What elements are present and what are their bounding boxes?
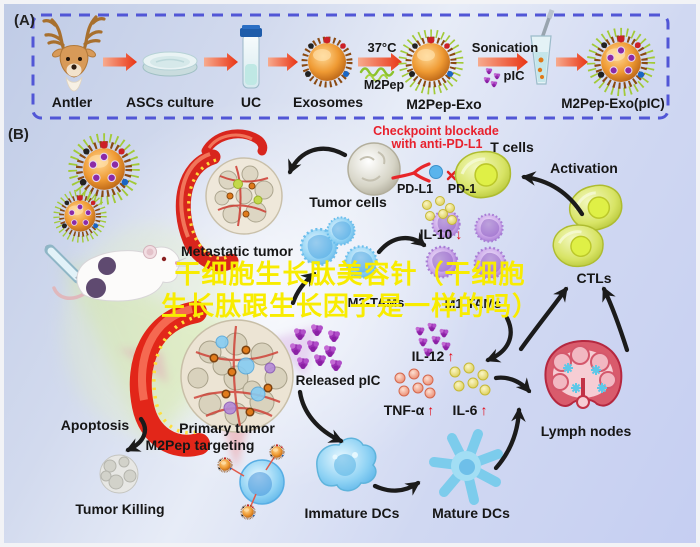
label-m2pep: M2Pep <box>363 78 405 92</box>
label-m2pep-exo-pic: M2Pep-Exo(pIC) <box>561 96 665 111</box>
label-m2pep-targeting: M2Pep targeting <box>145 437 255 453</box>
mature-dc <box>429 429 503 505</box>
label-checkpoint-blockade: Checkpoint blockade <box>373 124 499 138</box>
label-m2pep-exo: M2Pep-Exo <box>406 96 482 112</box>
label-immature-dcs: Immature DCs <box>304 505 400 521</box>
il6-dots <box>449 362 491 396</box>
tumor-cells-illustration <box>347 142 401 196</box>
flow-arrow <box>268 53 298 71</box>
label-m2-tams: M2-TAMs <box>347 295 405 310</box>
immature-dc <box>316 437 377 492</box>
label-activation: Activation <box>550 160 618 176</box>
tnf-dots <box>394 368 436 399</box>
label-il12: IL-12 ↑ <box>411 348 455 364</box>
flow-arrow <box>204 53 238 71</box>
anti-pd-l1-antibody-icon <box>391 162 431 183</box>
exosome-particle <box>73 138 136 201</box>
label-sonication: Sonication <box>471 40 539 55</box>
label-ctls: CTLs <box>576 270 612 286</box>
primary-tumor-illustration <box>129 301 294 457</box>
label-ascs-culture: ASCs culture <box>126 94 214 110</box>
flow-arrow <box>478 53 528 71</box>
label-exosomes: Exosomes <box>292 94 364 110</box>
petri-dish-icon <box>142 51 198 77</box>
mouse <box>52 245 187 302</box>
label-with-anti-pdl1: with anti-PD-L1 <box>391 137 483 151</box>
label-pic: pIC <box>503 68 525 83</box>
il12-up-arrow-icon: ↑ <box>447 348 455 364</box>
label-pd-l1: PD-L1 <box>396 182 434 196</box>
tnf-up-arrow-icon: ↑ <box>427 402 435 418</box>
apoptotic-cell <box>99 454 139 494</box>
uc-tube-icon <box>240 25 262 89</box>
syringe-icon <box>44 244 91 292</box>
panel-a-dashed-box <box>31 13 670 120</box>
il6-up-arrow-icon: ↑ <box>480 402 488 418</box>
m2pep-targeting-cell <box>217 443 285 520</box>
label-lymph-nodes: Lymph nodes <box>540 423 632 439</box>
exosome-particle <box>57 193 104 240</box>
label-antler: Antler <box>51 94 93 110</box>
deer-antler-icon <box>42 15 106 92</box>
exosome-icon <box>305 37 350 85</box>
pd-l1-icon <box>429 165 443 179</box>
watermark-line2: 生长肽跟生长因子是一样的吗） <box>160 292 539 322</box>
flow-arrow <box>103 53 137 71</box>
watermark-line1: 干细胞生长肽美容针（干细胞 <box>174 260 526 290</box>
panel-a-tag: (A) <box>14 12 35 29</box>
label-mature-dcs: Mature DCs <box>432 505 510 521</box>
watermark: 干细胞生长肽美容针（干细胞 生长肽跟生长因子是一样的吗） <box>0 259 700 323</box>
m1-tam-cell <box>469 208 509 248</box>
blocked-x-icon <box>446 170 457 181</box>
label-pd-1: PD-1 <box>447 182 477 196</box>
label-apoptosis: Apoptosis <box>60 417 130 433</box>
il10-dots <box>422 196 457 225</box>
m2pep-squiggle-icon <box>359 67 395 82</box>
label-il6: IL-6 ↑ <box>452 402 488 418</box>
label-uc: UC <box>240 94 262 110</box>
panel-b-tag: (B) <box>8 126 29 143</box>
label-temperature: 37°C <box>367 40 397 55</box>
m2pep-exo-icon <box>403 34 460 91</box>
m2pep-exo-pic-icon <box>591 32 651 92</box>
label-primary-tumor: Primary tumor <box>179 420 275 436</box>
metastatic-tumor-illustration <box>175 129 283 272</box>
sonication-tube-icon <box>530 9 555 85</box>
flow-arrow <box>556 53 588 71</box>
flow-arrows-black <box>125 146 630 496</box>
pic-dots-icon <box>483 67 501 88</box>
label-tumor-cells: Tumor cells <box>309 194 387 210</box>
label-released-pic: Released pIC <box>295 373 381 388</box>
label-tumor-killing: Tumor Killing <box>75 501 165 517</box>
il10-down-arrow-icon: ↓ <box>455 226 463 242</box>
label-t-cells: T cells <box>490 139 534 155</box>
lymph-node-illustration <box>544 339 623 409</box>
flow-arrow <box>358 53 402 71</box>
label-metastatic-tumor: Metastatic tumor <box>180 243 294 259</box>
label-tnf-a: TNF-α ↑ <box>383 402 435 418</box>
label-m1-tams: M1-TAMs <box>444 296 502 311</box>
label-il10: IL-10 ↓ <box>419 226 463 242</box>
